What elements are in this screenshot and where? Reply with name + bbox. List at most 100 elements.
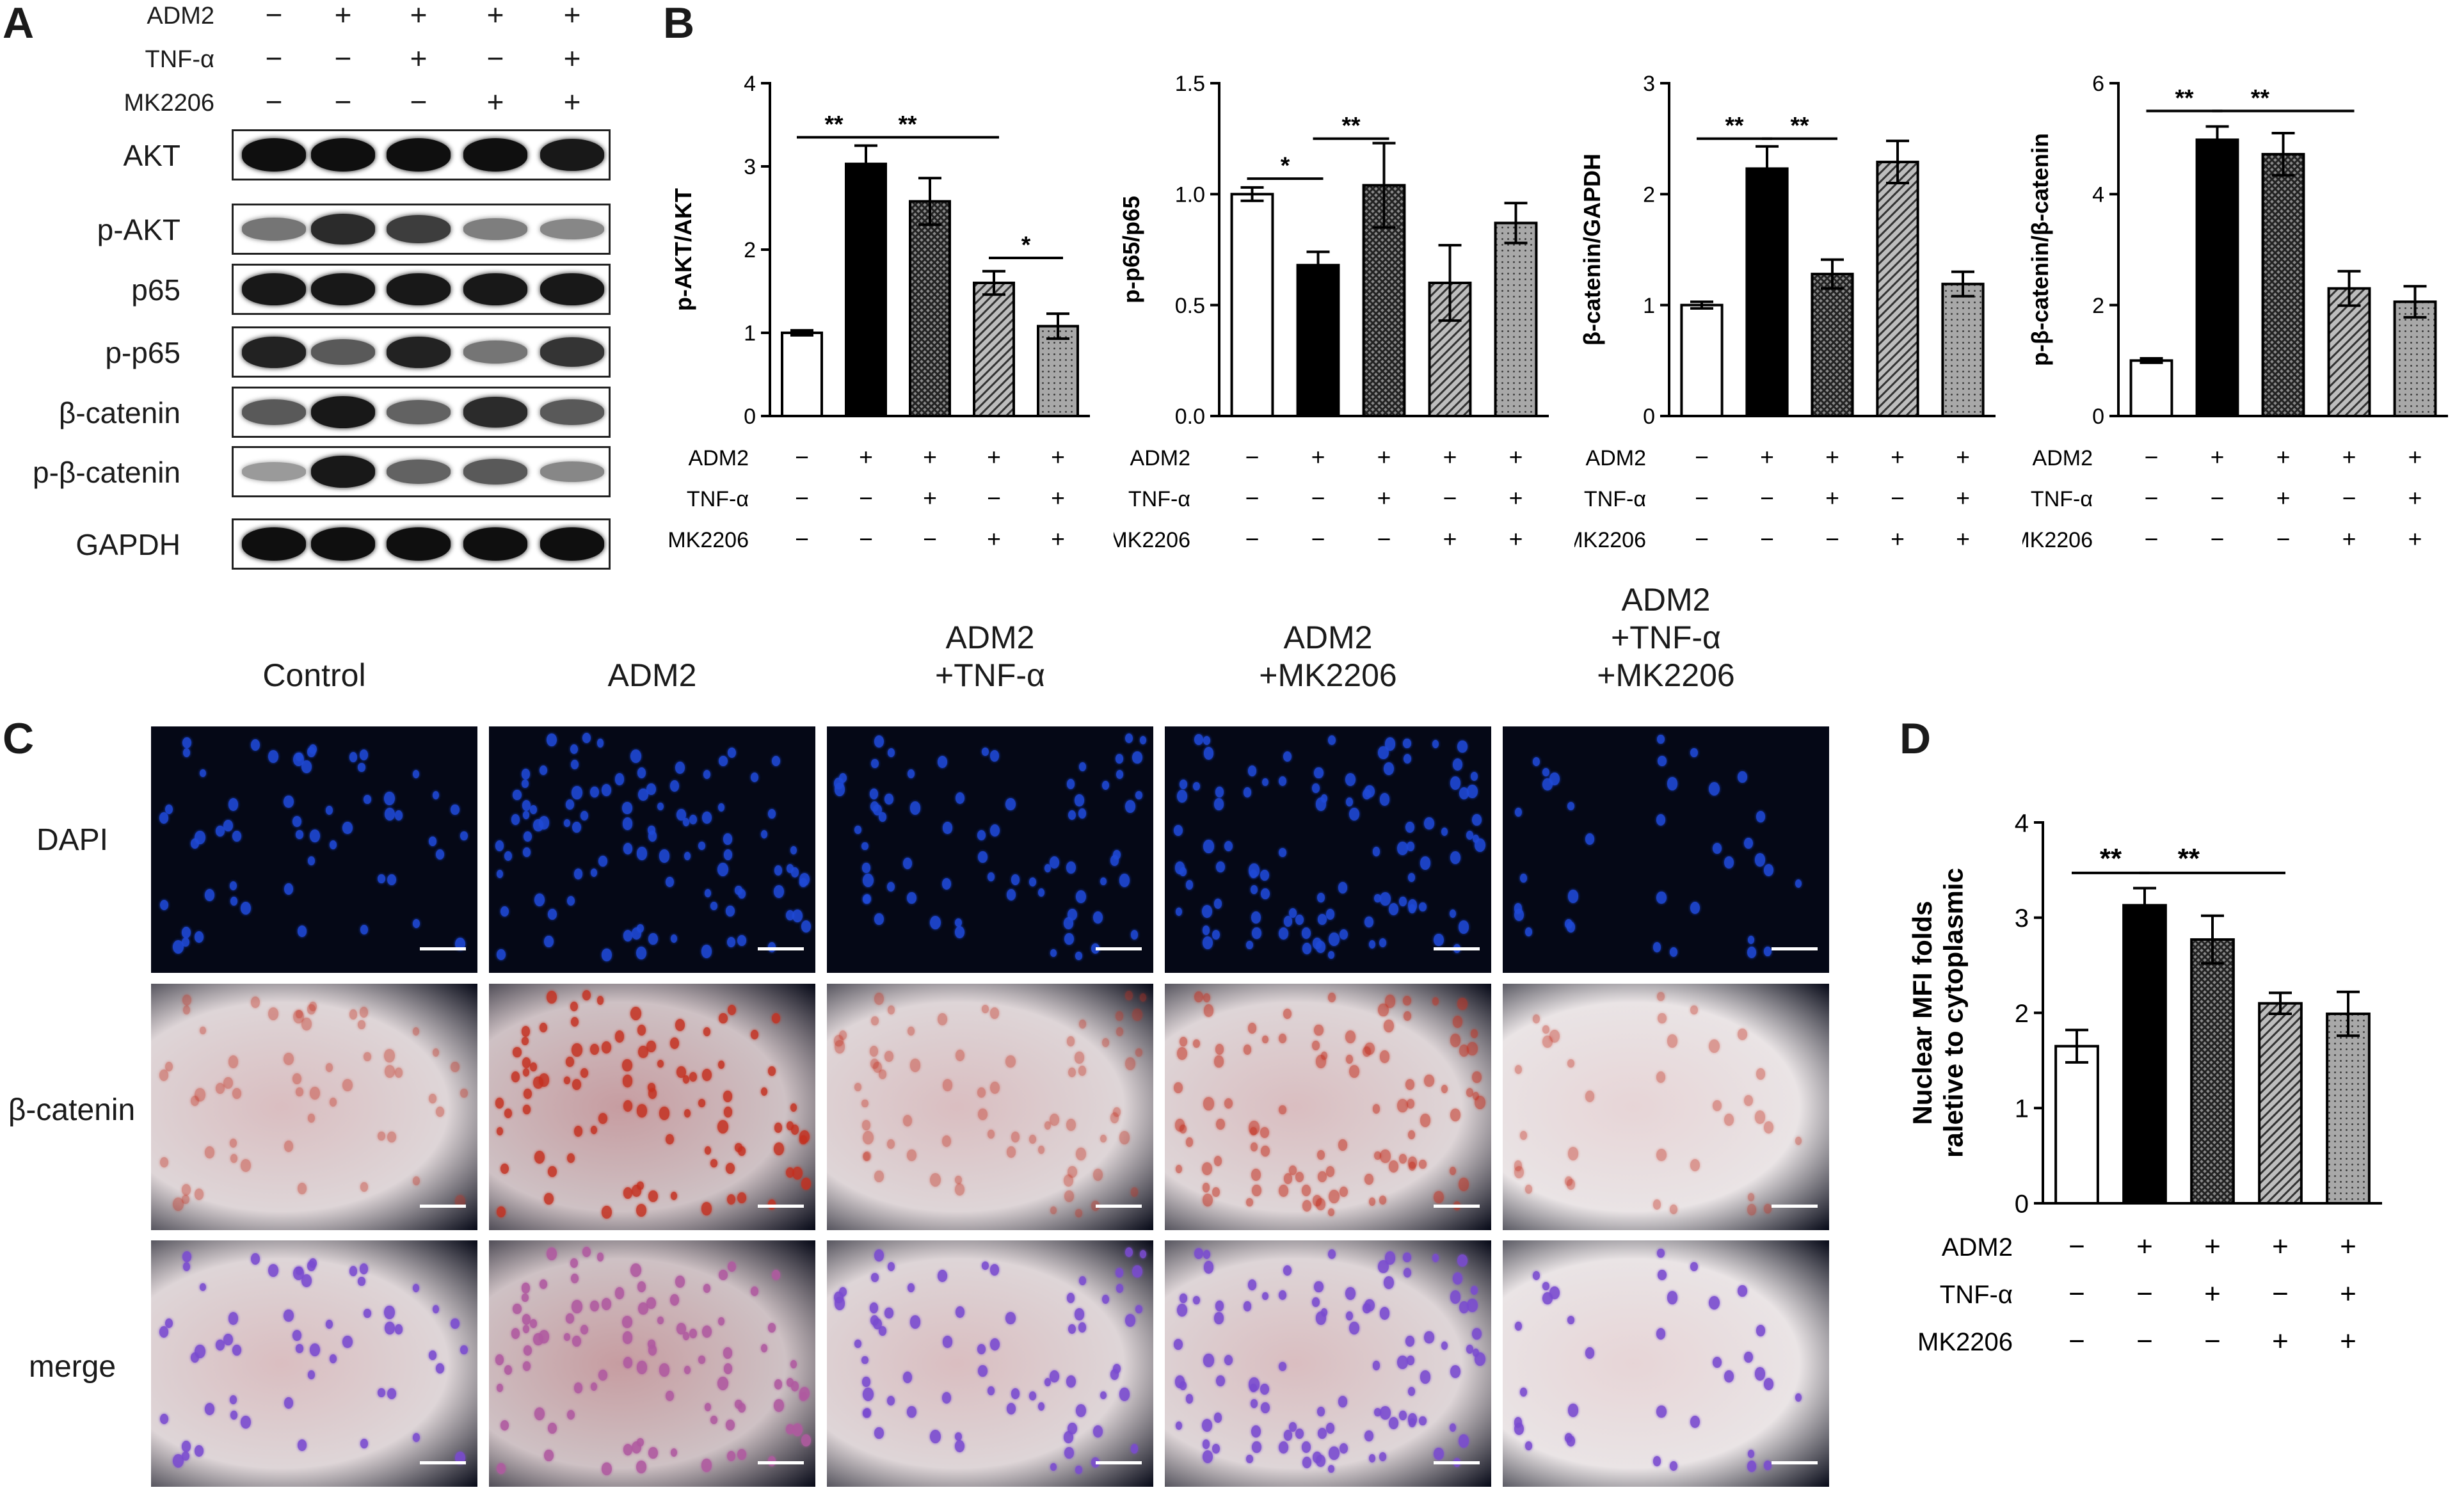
cell-nucleus <box>1450 1365 1460 1379</box>
cell-nucleus <box>1203 746 1214 760</box>
cell-nucleus <box>854 825 861 835</box>
cell-nucleus <box>284 796 294 808</box>
cell-nucleus <box>1747 1450 1755 1459</box>
cell-nucleus <box>1652 1199 1661 1210</box>
cell-nucleus <box>874 913 884 925</box>
condition-sign: − <box>2145 485 2159 511</box>
cell-nucleus <box>907 1406 916 1418</box>
cell-nucleus <box>573 869 582 879</box>
condition-sign: + <box>1509 525 1523 552</box>
cell-nucleus <box>325 805 333 815</box>
cell-nucleus <box>384 1321 396 1335</box>
condition-sign: − <box>1825 525 1839 552</box>
condition-sign: + <box>2136 1231 2153 1262</box>
cell-nucleus <box>1466 1344 1474 1354</box>
cell-nucleus <box>387 1388 396 1400</box>
cell-nucleus <box>1314 767 1324 779</box>
condition-sign: + <box>2342 444 2356 470</box>
significance-label: ** <box>1341 112 1361 139</box>
cell-nucleus <box>1585 1347 1595 1359</box>
cell-nucleus <box>182 995 191 1006</box>
cell-nucleus <box>1260 869 1269 881</box>
cell-nucleus <box>1135 1048 1142 1057</box>
cell-nucleus <box>308 856 316 865</box>
condition-sign: + <box>2211 444 2225 470</box>
cell-nucleus <box>522 800 531 811</box>
cell-nucleus <box>908 769 915 779</box>
cell-nucleus <box>790 846 797 855</box>
cell-nucleus <box>521 1026 531 1037</box>
cell-nucleus <box>862 1120 870 1130</box>
cell-nucleus <box>1542 1281 1549 1291</box>
cell-nucleus <box>682 817 690 826</box>
cell-nucleus <box>572 785 582 799</box>
cell-nucleus <box>1566 1436 1576 1447</box>
cell-nucleus <box>1432 739 1439 748</box>
cell-nucleus <box>384 807 396 821</box>
cell-nucleus <box>1005 1311 1016 1325</box>
cell-nucleus <box>773 1399 784 1413</box>
cell-nucleus <box>1295 1172 1304 1183</box>
cell-nucleus <box>1472 835 1480 844</box>
cell-nucleus <box>1383 1020 1394 1033</box>
cell-nucleus <box>565 1057 574 1067</box>
cell-nucleus <box>870 1302 879 1314</box>
cell-nucleus <box>1006 1146 1016 1158</box>
blot-band <box>387 527 451 561</box>
cell-nucleus <box>675 762 685 774</box>
cell-nucleus <box>1432 997 1439 1005</box>
cell-nucleus <box>801 920 811 933</box>
cell-nucleus <box>723 1347 732 1359</box>
cell-nucleus <box>648 825 655 835</box>
condition-sign: + <box>2408 444 2422 470</box>
cell-nucleus <box>1542 1035 1553 1048</box>
cell-nucleus <box>717 1061 725 1069</box>
cell-nucleus <box>230 1154 237 1163</box>
condition-sign: + <box>923 444 937 470</box>
cell-nucleus <box>955 1176 962 1185</box>
cell-nucleus <box>1203 1450 1213 1463</box>
cell-nucleus <box>1724 1114 1734 1126</box>
bar <box>1230 193 1274 417</box>
cell-nucleus <box>1044 864 1051 873</box>
cell-nucleus <box>701 812 712 824</box>
y-axis-title: p-AKT/AKT <box>670 188 696 311</box>
cell-nucleus <box>1216 1375 1226 1386</box>
cell-nucleus <box>1567 1146 1579 1160</box>
significance-label: ** <box>1725 112 1744 139</box>
cell-nucleus <box>451 1062 460 1073</box>
cell-nucleus <box>240 902 251 915</box>
cell-nucleus <box>1744 837 1753 849</box>
cell-nucleus <box>1567 1403 1579 1417</box>
cell-nucleus <box>1450 1423 1457 1432</box>
cell-nucleus <box>1214 798 1224 810</box>
cell-nucleus <box>1245 940 1253 950</box>
cell-nucleus <box>834 1297 845 1311</box>
cell-nucleus <box>1458 1178 1469 1191</box>
panel-label-c: C <box>3 714 35 763</box>
cell-nucleus <box>570 760 579 770</box>
condition-sign: − <box>2145 525 2159 552</box>
cell-nucleus <box>622 801 632 815</box>
cell-nucleus <box>1049 856 1060 869</box>
blot-band-label: p-β-catenin <box>32 456 180 489</box>
cell-nucleus <box>1738 771 1748 783</box>
cell-nucleus <box>1514 908 1524 921</box>
cell-nucleus <box>1345 1287 1356 1301</box>
cell-nucleus <box>792 1423 803 1437</box>
cell-nucleus <box>566 1153 575 1164</box>
cell-nucleus <box>1656 814 1666 826</box>
cell-nucleus <box>790 1103 797 1112</box>
cell-nucleus <box>1049 1370 1060 1383</box>
cell-nucleus <box>232 1087 241 1099</box>
cell-nucleus <box>1261 778 1268 787</box>
cell-nucleus <box>1407 842 1414 851</box>
cell-nucleus <box>513 789 522 801</box>
cell-nucleus <box>774 1122 783 1133</box>
cell-nucleus <box>1364 1173 1373 1185</box>
cell-nucleus <box>1397 1355 1409 1369</box>
condition-sign: − <box>2136 1326 2153 1357</box>
cell-nucleus <box>1011 1132 1020 1142</box>
cell-nucleus <box>534 1407 545 1421</box>
